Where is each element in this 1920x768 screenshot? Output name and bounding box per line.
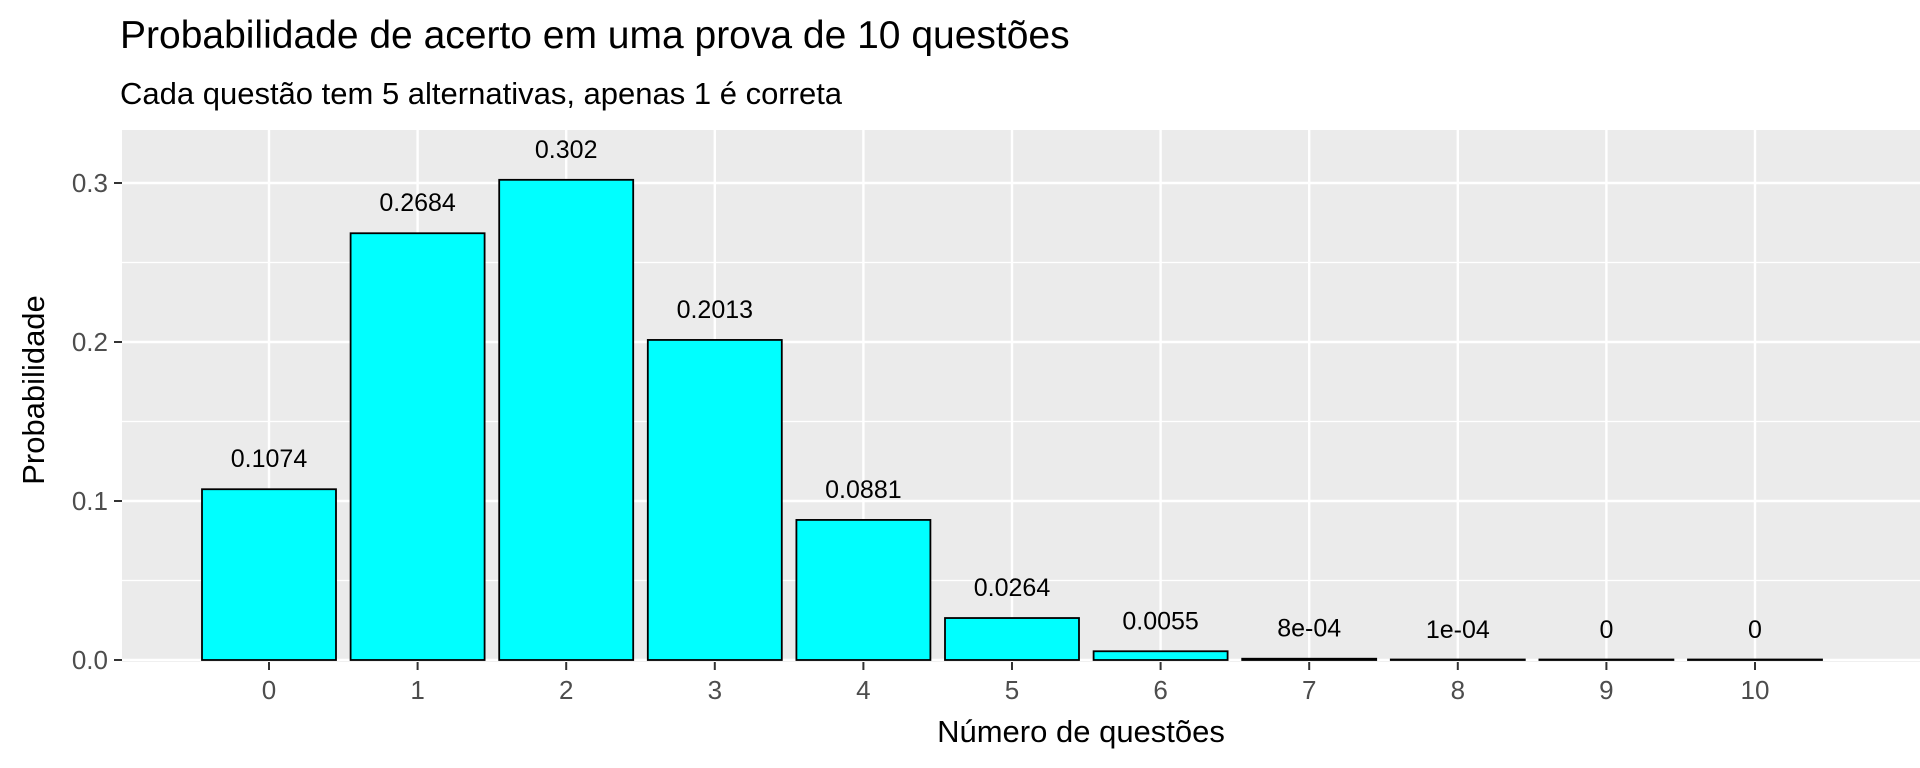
- bar: [498, 178, 635, 661]
- x-tick-label: 5: [1005, 675, 1019, 705]
- bar-value-label: 0.0264: [974, 574, 1051, 602]
- bar: [1389, 658, 1526, 661]
- bar-value-label: 0.1074: [231, 445, 308, 473]
- x-tick-label: 2: [559, 675, 573, 705]
- y-tick-label: 0.3: [72, 168, 108, 198]
- bar: [646, 339, 783, 661]
- y-axis-title: Probabilidade: [16, 295, 51, 485]
- bar: [1092, 650, 1229, 661]
- chart-title: Probabilidade de acerto em uma prova de …: [120, 14, 1070, 57]
- x-axis: 0 1 2 3 4 5 6 7 8 9 10: [262, 662, 1770, 705]
- bar: [201, 488, 337, 661]
- bar-value-label: 8e-04: [1277, 615, 1341, 643]
- x-tick-label: 8: [1451, 675, 1465, 705]
- bar-labels: 0.1074 0.2684 0.302 0.2013 0.0881 0.0264 0.005…: [231, 136, 1762, 644]
- x-tick-label: 6: [1153, 675, 1167, 705]
- bar-value-label: 0: [1748, 616, 1762, 644]
- y-tick-label: 0.1: [72, 486, 108, 516]
- x-tick-label: 3: [708, 675, 722, 705]
- x-tick-label: 4: [856, 675, 870, 705]
- bar: [944, 617, 1080, 661]
- y-axis: 0.0 0.1 0.2 0.3: [72, 168, 122, 675]
- bar-value-label: 0: [1599, 616, 1613, 644]
- bar-value-label: 0.2013: [677, 296, 753, 324]
- bar: [1538, 658, 1675, 661]
- x-tick-label: 9: [1599, 675, 1613, 705]
- bars: [201, 178, 1823, 661]
- bar-value-label: 0.0055: [1122, 607, 1198, 635]
- x-tick-label: 10: [1741, 675, 1770, 705]
- bar: [1687, 658, 1823, 661]
- bar-value-label: 0.0881: [825, 476, 901, 504]
- bar: [349, 232, 486, 661]
- y-tick-label: 0.0: [72, 645, 108, 675]
- x-tick-label: 0: [262, 675, 276, 705]
- bar-value-label: 0.302: [535, 136, 598, 164]
- y-tick-label: 0.2: [72, 327, 108, 357]
- x-tick-label: 1: [410, 675, 424, 705]
- bar-value-label: 0.2684: [379, 189, 456, 217]
- bar-value-label: 1e-04: [1426, 616, 1490, 644]
- bar: [1241, 657, 1378, 661]
- bar: [795, 519, 932, 661]
- x-axis-title: Número de questões: [937, 714, 1225, 749]
- chart-subtitle: Cada questão tem 5 alternativas, apenas …: [120, 76, 843, 111]
- x-tick-label: 7: [1302, 675, 1316, 705]
